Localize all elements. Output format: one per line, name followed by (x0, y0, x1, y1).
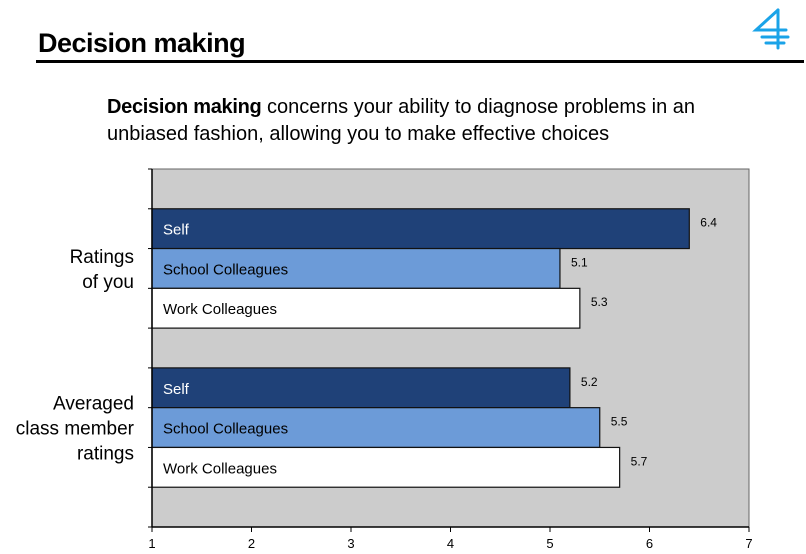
bar-work-colleagues (151, 446, 621, 488)
group-label: ratings (77, 444, 134, 465)
title-underline (36, 60, 804, 63)
bar-category-label: Self (163, 222, 190, 239)
bar-self (151, 367, 571, 409)
bar-category-label: School Colleagues (163, 261, 288, 278)
group-label: Averaged (53, 394, 134, 415)
bar-category-label: Self (163, 381, 190, 398)
description-text: concerns your ability to diagnose proble… (107, 96, 696, 145)
bar-school-colleagues (151, 407, 601, 449)
group-label: of you (82, 272, 134, 293)
description: Decision making concerns your ability to… (107, 94, 767, 148)
bar-work-colleagues (151, 287, 581, 329)
x-tick-label: 3 (347, 536, 354, 551)
x-tick-label: 7 (745, 536, 752, 551)
group-label: Ratings (70, 247, 134, 268)
x-tick-label: 1 (148, 536, 155, 551)
x-tick-label: 2 (248, 536, 255, 551)
page-title: Decision making (38, 28, 246, 58)
data-label: 5.1 (571, 255, 588, 269)
data-label: 6.4 (700, 216, 717, 230)
bar-school-colleagues (151, 247, 561, 289)
data-label: 5.2 (581, 375, 598, 389)
group-label: class member (16, 419, 135, 440)
x-tick-label: 6 (646, 536, 653, 551)
x-tick-label: 5 (546, 536, 553, 551)
bar-category-label: School Colleagues (163, 421, 288, 438)
bar-category-label: Work Colleagues (163, 301, 277, 318)
stylized-4-logo-icon (752, 8, 790, 50)
description-bold: Decision making (107, 96, 262, 118)
bar-self (151, 208, 690, 250)
data-label: 5.5 (611, 415, 628, 429)
data-label: 5.7 (631, 454, 648, 468)
data-label: 5.3 (591, 295, 608, 309)
bar-category-label: Work Colleagues (163, 460, 277, 477)
x-tick-label: 4 (447, 536, 454, 551)
